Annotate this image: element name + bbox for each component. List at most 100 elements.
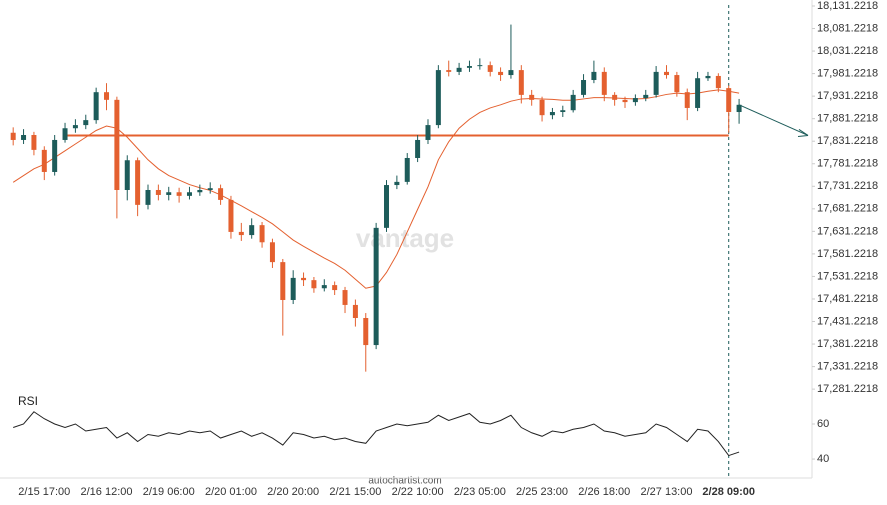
candle-body [342,290,348,305]
candle-body [435,70,441,126]
y-tick-label: 17,681.2218 [817,203,878,215]
candle-body [612,94,618,100]
candle-body [145,189,151,205]
candle-body [290,277,296,300]
candle-body [301,277,307,281]
candle-body [363,318,369,346]
candle-body [591,71,597,81]
x-tick-label: 2/27 13:00 [640,486,692,498]
candle-body [352,304,358,319]
x-tick-label: 2/21 15:00 [329,486,381,498]
candle-body [93,92,99,121]
rsi-tick-label: 40 [817,453,829,465]
y-tick-label: 17,881.2218 [817,113,878,125]
y-tick-label: 17,381.2218 [817,338,878,350]
candle-body [663,71,669,76]
candle-body [155,189,161,195]
candle-body [186,192,192,196]
candle-body [62,128,68,140]
candle-body [311,280,317,289]
source: autochartist.com [368,476,441,487]
x-tick-label: 2/23 05:00 [454,486,506,498]
candle-body [477,65,483,67]
candle-body [52,139,58,172]
candle-body [135,160,141,205]
candle-body [384,185,390,228]
y-tick-label: 17,931.2218 [817,90,878,102]
y-tick-label: 17,531.2218 [817,270,878,282]
candle-body [124,160,130,190]
candle-body [238,231,244,236]
candle-body [10,132,16,140]
candle-body [674,75,680,93]
candle-body [539,99,545,116]
x-tick-label: 2/26 18:00 [578,486,630,498]
candle-body [518,70,524,95]
candle-body [176,192,182,196]
candle-body [207,188,213,190]
rsi-line [13,411,740,457]
y-tick-label: 17,581.2218 [817,248,878,260]
candle-body [549,112,555,116]
candle-body [249,225,255,236]
candle-body [715,75,721,89]
y-tick-label: 17,481.2218 [817,293,878,305]
candle-body [570,94,576,111]
candle-body [394,181,400,186]
candle-body [446,70,452,72]
candle-body [529,94,535,100]
y-tick-label: 17,431.2218 [817,315,878,327]
x-tick-label: 2/28 09:00 [702,486,755,498]
y-tick-label: 18,131.2218 [817,0,878,12]
candle-body [166,192,172,195]
y-tick-label: 17,331.2218 [817,360,878,372]
candle-body [259,225,265,243]
candle-body [83,120,89,126]
candle-body [104,92,110,100]
x-tick-label: 2/25 23:00 [516,486,568,498]
y-tick-label: 17,831.2218 [817,135,878,147]
candle-body [415,139,421,158]
x-tick-label: 2/20 01:00 [205,486,257,498]
candle-body [114,99,120,190]
candle-body [72,125,78,129]
x-tick-label: 2/16 12:00 [81,486,133,498]
candle-body [684,92,690,108]
y-tick-label: 17,281.2218 [817,383,878,395]
candle-body [228,199,234,232]
y-tick-label: 18,081.2218 [817,22,878,34]
candle-body [498,71,504,76]
candle-body [373,227,379,346]
candle-body [425,125,431,140]
candle-body [560,110,566,113]
candle-body [404,157,410,182]
rsi-label: RSI [18,394,38,408]
candle-body [736,104,742,113]
candle-body [508,70,514,76]
candle-body [487,65,493,72]
rsi-tick-label: 60 [817,418,829,430]
x-tick-label: 2/19 06:00 [143,486,195,498]
forecast-arrowhead [797,129,809,137]
candle-body [726,88,732,113]
y-tick-label: 17,631.2218 [817,225,878,237]
candle-body [695,78,701,108]
candle-body [31,135,37,150]
candle-body [41,149,47,172]
y-tick-label: 17,731.2218 [817,180,878,192]
candle-body [218,188,224,200]
candle-body [332,285,338,291]
candle-body [705,75,711,79]
y-tick-label: 17,781.2218 [817,158,878,170]
candle-body [456,67,462,72]
candle-body [466,66,472,68]
candle-body [643,94,649,99]
candle-body [269,242,275,263]
candle-body [622,99,628,103]
y-tick-label: 18,031.2218 [817,45,878,57]
x-tick-label: 2/20 20:00 [267,486,319,498]
candle-body [197,189,203,193]
